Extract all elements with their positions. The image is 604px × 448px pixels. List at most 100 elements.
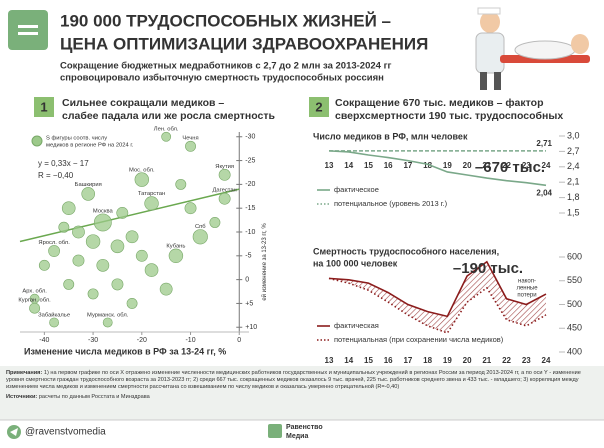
region-point [134,172,150,187]
sources: Источники: расчеты по данным Росстата и … [6,394,598,401]
y-tick-label: 0 [245,276,249,283]
x-tick-label: 15 [364,161,373,170]
x-tick-label: 23 [522,161,531,170]
notes-label: Примечания: [6,370,43,376]
legend-text: медиков в регионе РФ на 2024 г. [46,143,134,149]
y-tick-label: 2,4 [567,161,580,171]
point-label: Курган. обл. [18,298,51,304]
series-line [328,277,547,334]
region-point [81,187,96,201]
loss-label: ленные [516,286,538,292]
point-label: Татарстан [138,191,165,197]
x-tick-label: -20 [137,337,147,344]
x-tick-label: 16 [384,161,393,170]
point-label: Мурманск. обл. [87,312,129,318]
panel-heading: Сильнее сокращали медиков – [62,97,224,109]
y-tick-label: 2,1 [567,177,580,187]
annotation: –190 тыс. [453,260,523,277]
title: ЦЕНА ОПТИМИЗАЦИИ ЗДРАВООХРАНЕНИЯ [60,34,428,53]
region-point [161,131,172,142]
notes-body: 1) на первом графике по оси Х отражено и… [6,370,581,390]
chart-title: Смертность трудоспособного населения, [313,246,499,256]
legend-label: потенциальное (уровень 2013 г.) [334,199,448,208]
x-tick-label: 17 [403,161,412,170]
point-label: Лен. обл. [154,127,179,133]
x-tick-label: 19 [443,161,452,170]
x-tick-label: -30 [88,337,98,344]
value-label: 2,71 [536,139,552,148]
x-tick-label: 20 [463,356,472,365]
y-tick-label: -15 [245,205,255,212]
x-tick-label: -10 [185,337,195,344]
region-point [85,234,101,249]
region-point [125,230,139,244]
region-point [29,302,41,314]
region-point [159,282,173,296]
notes-text: Примечания: 1) на первом графике по оси … [6,370,598,391]
x-tick-label: 16 [384,356,393,365]
panel-heading: сверхсмертности 190 тыс. трудоспособных [335,110,563,122]
x-tick-label: 14 [344,161,353,170]
y-tick-label: 2,7 [567,146,580,156]
region-point [192,229,208,245]
annotation: R = −0,40 [38,171,74,180]
panel-heading: слабее падала или же росла смертность [62,110,276,122]
y-tick-label: -5 [245,253,251,260]
y-tick-label: -25 [245,157,255,164]
series-line [328,260,547,318]
region-point [38,259,50,271]
region-point [49,317,60,328]
annotation: y = 0,33x − 17 [38,159,89,168]
x-axis-title: Изменение числа медиков в РФ за 13-24 гг… [24,346,226,356]
y-tick-label: 450 [567,323,582,333]
legend-label: фактическое [334,185,379,194]
x-tick-label: 19 [443,356,452,365]
chart-title: Число медиков в РФ, млн человек [313,131,468,141]
x-tick-label: 24 [542,161,551,170]
y-tick-label: -20 [245,181,255,188]
point-label: Башкирия [75,182,102,188]
x-tick-label: 22 [502,356,511,365]
y-tick-label: +10 [245,324,257,331]
point-label: Чечня [182,136,198,142]
point-label: Забайкалье [38,311,70,318]
x-tick-label: 17 [403,356,412,365]
region-point [144,263,159,277]
panel-badge [34,97,54,117]
region-point [58,221,70,233]
panel-badge [309,97,329,117]
y-tick-label: 500 [567,299,582,309]
y-tick-label: 1,5 [567,207,580,217]
legend-text: S фигуры соотв. числу [46,136,107,142]
x-tick-label: 23 [522,356,531,365]
y-tick-label: -10 [245,229,255,236]
series-line [328,150,547,187]
x-tick-label: 20 [463,161,472,170]
notes: Примечания: 1) на первом графике по оси … [6,370,598,401]
brand-name: Медиа [286,433,308,440]
y-tick-label: 600 [567,251,582,261]
x-tick-label: 15 [364,356,373,365]
subtitle: спровоцировало избыточную смертность тру… [60,73,384,84]
region-point [184,202,197,215]
title: 190 000 ТРУДОСПОСОБНЫХ ЖИЗНЕЙ – [60,11,391,30]
region-point [218,168,231,181]
y-axis-title: ей изменение за 13-23 гг, % [261,223,268,301]
x-tick-label: 22 [502,161,511,170]
region-point [209,217,221,228]
sources-label: Источники: [6,394,38,400]
brand-name: Равенство [286,424,323,431]
subtitle: Сокращение бюджетных медработников с 2,7… [60,61,392,72]
region-point [72,254,85,267]
point-label: Мос. обл. [129,167,155,173]
x-tick-label: 13 [325,356,334,365]
trend-line [19,188,240,243]
legend-marker [31,135,43,147]
value-label: 2,04 [536,188,552,197]
point-label: Дагестан [212,188,236,194]
x-tick-label: 14 [344,356,353,365]
region-point [135,249,148,262]
y-tick-label: +5 [245,300,253,307]
